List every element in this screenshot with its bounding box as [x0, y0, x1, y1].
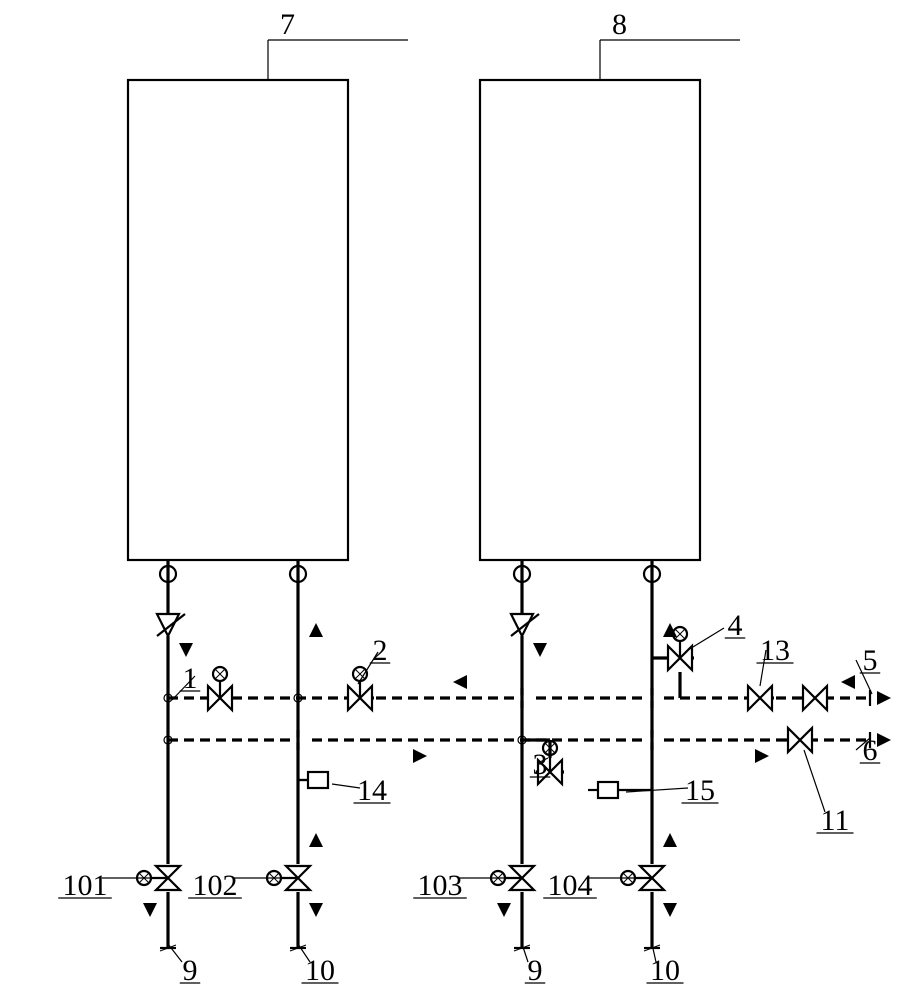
label: 3 — [533, 748, 548, 781]
label: 9 — [183, 954, 198, 987]
label: 10 — [305, 954, 335, 987]
label: 8 — [612, 8, 627, 41]
label: 104 — [548, 869, 593, 902]
label: 7 — [280, 8, 295, 41]
label: 2 — [373, 634, 388, 667]
label: 4 — [728, 609, 743, 642]
label: 14 — [357, 774, 387, 807]
label: 1 — [183, 662, 198, 695]
label: 6 — [863, 734, 878, 767]
label: 5 — [863, 644, 878, 677]
label: 9 — [528, 954, 543, 987]
label: 103 — [418, 869, 463, 902]
label: 13 — [760, 634, 790, 667]
label: 101 — [63, 869, 108, 902]
label: 15 — [685, 774, 715, 807]
diagram-canvas: 7 8 1 2 3 4 5 6 9 9 10 10 11 13 14 15 101 102 103 104 — [0, 0, 905, 1000]
label: 11 — [821, 804, 850, 837]
label: 10 — [650, 954, 680, 987]
label: 102 — [193, 869, 238, 902]
